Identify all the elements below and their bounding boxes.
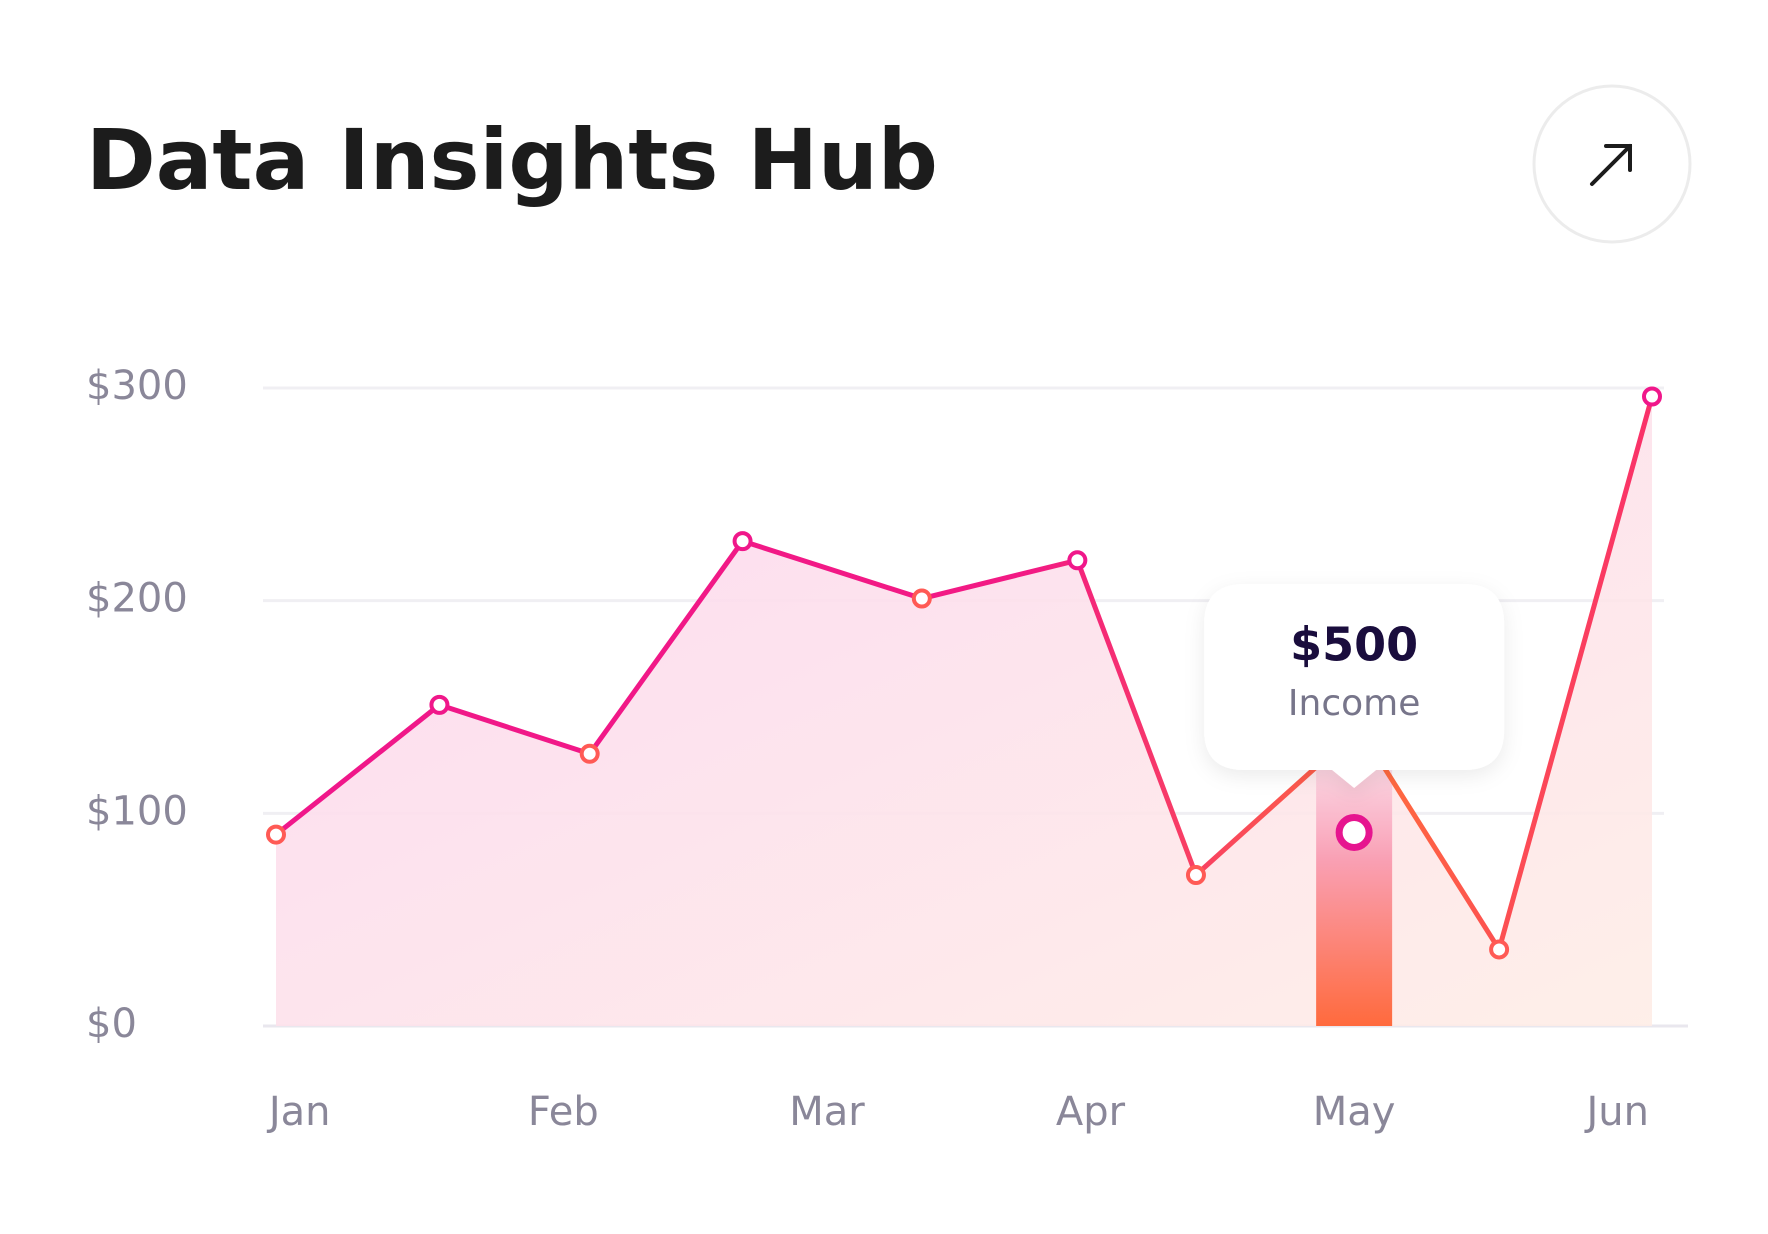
point xyxy=(911,588,932,609)
x-tick-label: Jan xyxy=(266,1089,331,1135)
x-tick-label: Jun xyxy=(1583,1089,1649,1135)
area xyxy=(276,396,1652,1026)
point xyxy=(1185,865,1206,886)
tooltip-label: Income xyxy=(1288,683,1420,724)
x-tick-label: Mar xyxy=(789,1089,865,1135)
point xyxy=(579,743,600,764)
point xyxy=(429,694,450,715)
point xyxy=(1642,386,1662,407)
y-tick-label: $0 xyxy=(86,1001,137,1047)
point xyxy=(1067,550,1088,571)
highlight-bar xyxy=(1316,770,1393,1026)
expand-button[interactable] xyxy=(1532,84,1692,244)
chart-title: Data Insights Hub xyxy=(86,111,938,209)
y-tick-label: $100 xyxy=(86,788,188,834)
highlight-point xyxy=(1335,813,1373,851)
point xyxy=(266,824,286,845)
line xyxy=(274,395,1655,952)
arrow-icon xyxy=(1590,144,1632,186)
x-tick-label: Apr xyxy=(1056,1089,1126,1135)
point xyxy=(1489,939,1510,960)
x-tick-label: Feb xyxy=(528,1089,599,1135)
y-tick-label: $300 xyxy=(86,363,188,409)
x-tick-label: May xyxy=(1313,1089,1396,1135)
point xyxy=(732,531,753,552)
tooltip-value: $500 xyxy=(1290,618,1418,672)
tooltip xyxy=(1204,584,1505,788)
y-tick-label: $200 xyxy=(86,576,188,622)
